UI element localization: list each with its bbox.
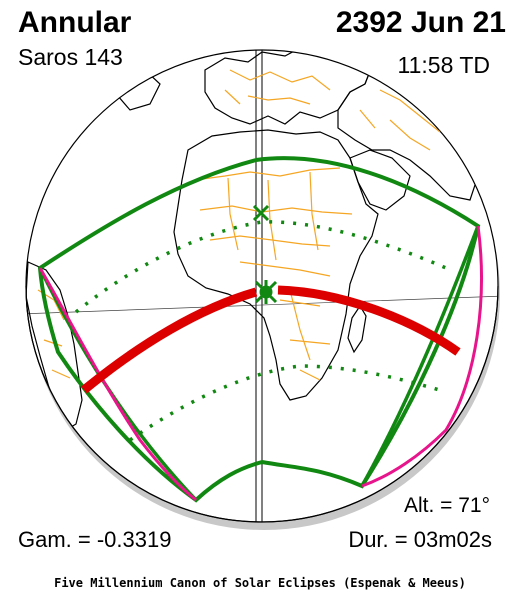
magnitude-line-north bbox=[74, 220, 447, 314]
globe-rim bbox=[25, 285, 499, 523]
equator-line bbox=[26, 295, 498, 315]
penumbra-inner-right bbox=[360, 225, 480, 487]
sub-solar-marker bbox=[252, 204, 270, 222]
magnitude-line-south bbox=[128, 364, 447, 442]
saros-label: Saros 143 bbox=[18, 44, 123, 70]
arabia-coastline bbox=[349, 149, 411, 211]
sun-altitude: Alt. = 71° bbox=[403, 494, 490, 517]
rise-set-curve-right bbox=[361, 225, 483, 488]
eclipse-type-title: Annular bbox=[18, 6, 132, 39]
africa-coastline bbox=[173, 129, 379, 401]
eclipse-time: 11:58 TD bbox=[397, 52, 490, 78]
eclipse-date: 2392 Jun 21 bbox=[335, 6, 506, 39]
gamma-value: Gam. = -0.3319 bbox=[18, 527, 172, 552]
rise-set-curve-left bbox=[38, 267, 197, 502]
central-path bbox=[81, 287, 258, 394]
greatest-eclipse-marker bbox=[254, 280, 278, 304]
central-duration: Dur. = 03m02s bbox=[348, 527, 492, 552]
south-america-coastline bbox=[26, 261, 83, 431]
credit-line: Five Millennium Canon of Solar Eclipses … bbox=[54, 576, 466, 590]
central-path-east bbox=[277, 285, 461, 356]
